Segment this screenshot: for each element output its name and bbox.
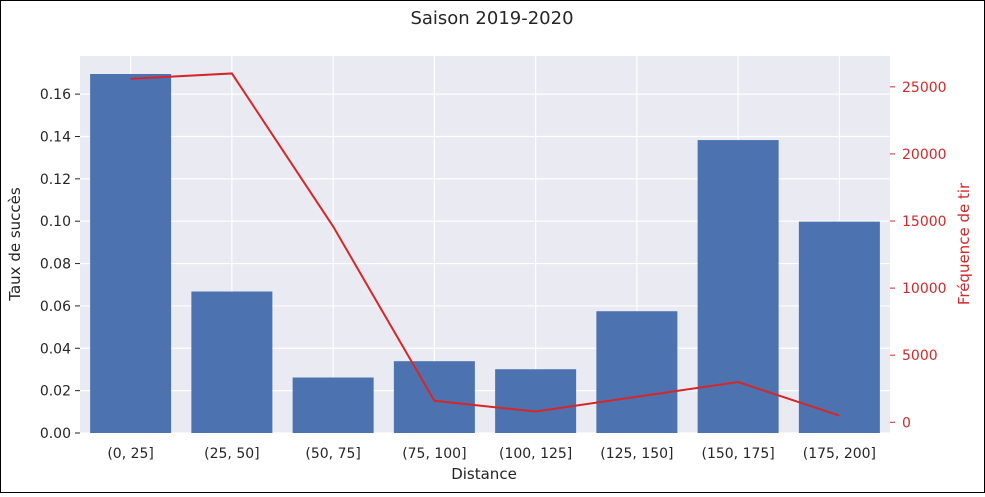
bar <box>90 74 171 433</box>
bar <box>495 369 576 433</box>
x-tick-label: (125, 150] <box>600 446 673 462</box>
bar <box>698 140 779 433</box>
chart-title: Saison 2019-2020 <box>410 8 573 29</box>
bar <box>799 222 880 433</box>
y2-tick-label: 25000 <box>902 80 947 96</box>
y-tick-label: 0.14 <box>40 129 71 145</box>
x-tick-label: (0, 25] <box>107 446 154 462</box>
bar <box>394 361 475 433</box>
x-tick-label: (100, 125] <box>499 446 572 462</box>
y2-tick-label: 15000 <box>902 214 947 230</box>
y-tick-label: 0.16 <box>40 87 71 103</box>
y-tick-label: 0.04 <box>40 341 71 357</box>
x-tick-label: (25, 50] <box>204 446 259 462</box>
y-tick-label: 0.00 <box>40 426 71 442</box>
y-tick-label: 0.10 <box>40 214 71 230</box>
y-tick-label: 0.06 <box>40 299 71 315</box>
x-axis-label: Distance <box>451 465 517 483</box>
x-tick-label: (50, 75] <box>305 446 360 462</box>
y-axis-label: Taux de succès <box>6 187 24 302</box>
y2-axis-label: Fréquence de tir <box>955 182 973 305</box>
bar <box>596 311 677 433</box>
y2-tick-label: 5000 <box>902 348 938 364</box>
x-tick-label: (175, 200] <box>803 446 876 462</box>
y2-tick-label: 10000 <box>902 281 947 297</box>
bar <box>293 378 374 433</box>
y-tick-label: 0.12 <box>40 172 71 188</box>
y2-tick-label: 0 <box>902 415 911 431</box>
y2-tick-label: 20000 <box>902 147 947 163</box>
y-tick-label: 0.08 <box>40 257 71 273</box>
bar <box>191 292 272 433</box>
x-tick-label: (75, 100] <box>402 446 466 462</box>
y-tick-label: 0.02 <box>40 384 71 400</box>
x-tick-label: (150, 175] <box>701 446 774 462</box>
